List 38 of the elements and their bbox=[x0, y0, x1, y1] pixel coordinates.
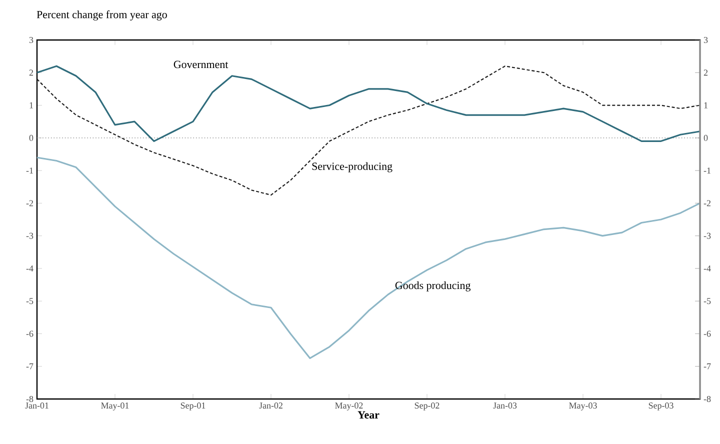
chart-title: Percent change from year ago bbox=[36, 10, 167, 20]
y2-tick-label: 1 bbox=[30, 102, 33, 108]
y-tick-label: -8 bbox=[704, 396, 711, 402]
y2-tick-label: -4 bbox=[26, 265, 34, 272]
x-tick-label: Jan-02 bbox=[259, 402, 282, 409]
y2-tick-label: 0 bbox=[29, 134, 34, 141]
y2-tick-label: 2 bbox=[29, 70, 33, 76]
y2-tick-label: -1 bbox=[26, 168, 33, 174]
y2-tick-label: -7 bbox=[26, 363, 34, 370]
y-tick-label: -6 bbox=[704, 330, 711, 337]
y-tick-label: -3 bbox=[704, 232, 711, 239]
x-tick-label: May-03 bbox=[569, 402, 597, 410]
y-tick-label: 2 bbox=[704, 70, 708, 76]
y2-tick-label: -6 bbox=[26, 330, 34, 337]
y-tick-label: -7 bbox=[704, 363, 711, 370]
y-tick-label: -5 bbox=[704, 298, 711, 304]
x-tick-label: Jan-03 bbox=[493, 402, 517, 409]
series-label: Government bbox=[174, 60, 228, 68]
y2-tick-label: -8 bbox=[26, 396, 34, 402]
y2-tick-label: -5 bbox=[26, 298, 34, 304]
x-tick-label: Sep-03 bbox=[648, 402, 674, 410]
x-tick-label: May-02 bbox=[335, 402, 363, 410]
y-tick-label: 3 bbox=[704, 36, 708, 44]
series-label: Service-producing bbox=[312, 162, 392, 172]
y-tick-label: 1 bbox=[704, 102, 708, 108]
y2-tick-label: 3 bbox=[29, 36, 34, 44]
series-label: Goods producing bbox=[395, 281, 471, 292]
y-tick-label: -1 bbox=[704, 168, 710, 174]
y-tick-label: 0 bbox=[704, 134, 708, 141]
y-tick-label: -4 bbox=[704, 265, 711, 272]
x-tick-label: Jan-01 bbox=[25, 402, 48, 409]
y2-tick-label: -3 bbox=[26, 232, 34, 239]
x-tick-label: Sep-02 bbox=[414, 402, 440, 410]
x-tick-label: Sep-01 bbox=[180, 402, 206, 410]
y-tick-label: -2 bbox=[704, 200, 711, 206]
y2-tick-label: -2 bbox=[26, 200, 33, 206]
x-axis-title: Year bbox=[358, 411, 380, 419]
x-tick-label: May-01 bbox=[101, 402, 129, 410]
